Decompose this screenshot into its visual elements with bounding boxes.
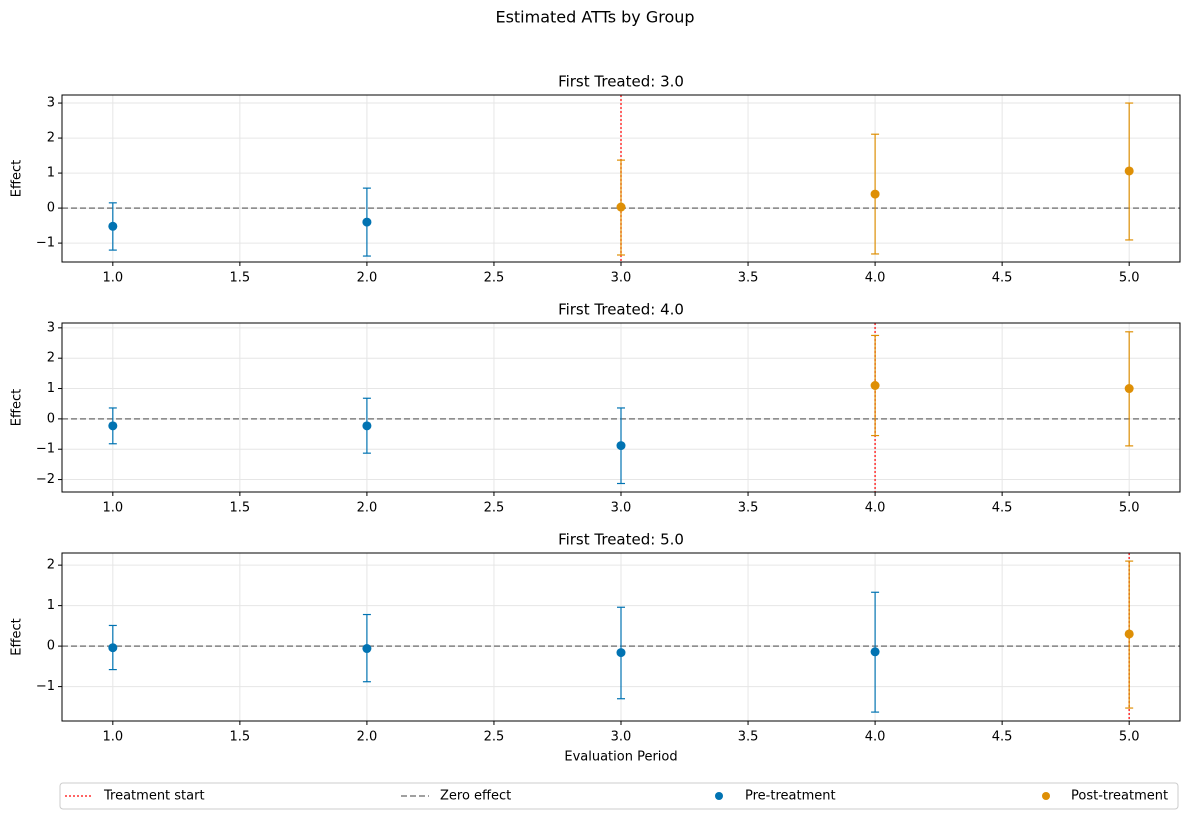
y-tick-label: −1 (36, 236, 55, 251)
point (108, 421, 118, 431)
y-axis-label: Effect (10, 618, 25, 655)
x-tick-label: 1.5 (230, 271, 251, 286)
y-tick-label: 0 (47, 639, 55, 654)
point (362, 217, 372, 227)
x-tick-label: 2.0 (357, 730, 378, 745)
point (1124, 629, 1134, 639)
legend-box (59, 782, 1179, 810)
x-tick-label: 1.0 (102, 501, 123, 516)
x-tick-label: 1.0 (102, 730, 123, 745)
legend-label: Treatment start (103, 789, 205, 804)
legend-label: Post-treatment (1071, 789, 1168, 804)
y-tick-label: 1 (47, 598, 55, 613)
x-tick-label: 5.0 (1119, 501, 1140, 516)
point (108, 221, 118, 231)
legend-label: Zero effect (440, 789, 511, 804)
subplot-title: First Treated: 5.0 (558, 531, 684, 549)
point (616, 441, 626, 451)
y-tick-label: 2 (47, 558, 55, 573)
x-tick-label: 4.5 (992, 501, 1013, 516)
x-tick-label: 4.0 (865, 271, 886, 286)
y-axis-label: Effect (10, 160, 25, 197)
y-axis-label: Effect (10, 389, 25, 426)
point (870, 189, 880, 199)
x-tick-label: 1.5 (230, 501, 251, 516)
legend-swatch (715, 792, 723, 800)
point (108, 643, 118, 653)
plot-frame (61, 552, 1181, 722)
point (1124, 384, 1134, 394)
x-tick-label: 4.5 (992, 271, 1013, 286)
y-tick-label: 0 (47, 411, 55, 426)
y-tick-label: 2 (47, 131, 55, 146)
x-tick-label: 5.0 (1119, 271, 1140, 286)
y-tick-label: −2 (36, 472, 55, 487)
y-tick-label: 0 (47, 201, 55, 216)
x-tick-label: 2.0 (357, 271, 378, 286)
x-tick-label: 4.0 (865, 730, 886, 745)
x-tick-label: 2.5 (484, 501, 505, 516)
x-tick-label: 3.0 (611, 730, 632, 745)
point (1124, 166, 1134, 176)
y-tick-label: 3 (47, 96, 55, 111)
point (870, 647, 880, 657)
legend-label: Pre-treatment (745, 789, 836, 804)
point (870, 381, 880, 391)
x-tick-label: 3.5 (738, 271, 759, 286)
figure-title: Estimated ATTs by Group (495, 8, 694, 27)
x-tick-label: 1.5 (230, 730, 251, 745)
y-tick-label: 3 (47, 320, 55, 335)
y-tick-label: −1 (36, 679, 55, 694)
y-tick-label: −1 (36, 442, 55, 457)
x-tick-label: 1.0 (102, 271, 123, 286)
plot-frame (61, 94, 1181, 263)
point (616, 202, 626, 212)
x-tick-label: 3.5 (738, 501, 759, 516)
point (362, 421, 372, 431)
y-tick-label: 1 (47, 166, 55, 181)
x-tick-label: 2.5 (484, 271, 505, 286)
x-tick-label: 3.5 (738, 730, 759, 745)
x-tick-label: 2.5 (484, 730, 505, 745)
x-tick-label: 2.0 (357, 501, 378, 516)
x-tick-label: 3.0 (611, 501, 632, 516)
subplot-title: First Treated: 4.0 (558, 301, 684, 319)
plot-frame (61, 322, 1181, 493)
legend-swatch (1042, 792, 1050, 800)
x-tick-label: 5.0 (1119, 730, 1140, 745)
x-tick-label: 4.5 (992, 730, 1013, 745)
x-tick-label: 4.0 (865, 501, 886, 516)
point (362, 644, 372, 654)
point (616, 648, 626, 658)
y-tick-label: 1 (47, 381, 55, 396)
x-tick-label: 3.0 (611, 271, 632, 286)
y-tick-label: 2 (47, 351, 55, 366)
subplot-title: First Treated: 3.0 (558, 73, 684, 91)
x-axis-label: Evaluation Period (564, 750, 677, 765)
